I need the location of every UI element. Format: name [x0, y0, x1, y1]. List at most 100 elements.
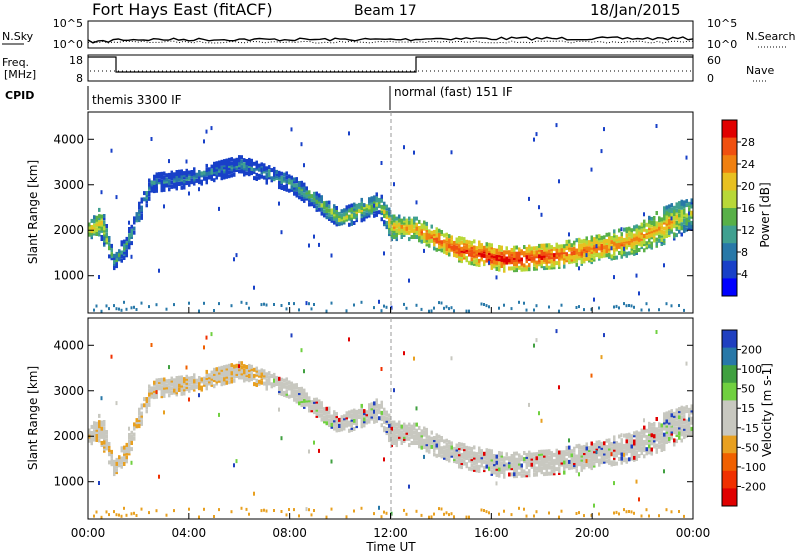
- power-cell: [298, 195, 301, 200]
- velocity-cell: [93, 514, 95, 518]
- velocity-cell: [593, 453, 596, 458]
- velocity-cell: [390, 439, 393, 443]
- velocity-cell: [170, 380, 173, 385]
- velocity-cell: [478, 464, 481, 469]
- power-cell: [480, 302, 483, 306]
- power-cell: [435, 239, 438, 244]
- power-cell: [655, 227, 658, 232]
- power-cell: [490, 243, 493, 248]
- velocity-cell: [598, 512, 600, 516]
- velocity-cell: [388, 432, 391, 436]
- power-cell: [288, 302, 290, 305]
- power-cell: [105, 224, 108, 228]
- velocity-cell: [228, 372, 231, 376]
- power-cell: [625, 235, 628, 240]
- velocity-cell: [533, 343, 535, 348]
- power-cell: [248, 166, 251, 171]
- velocity-cell: [328, 418, 331, 423]
- velocity-cell: [293, 391, 296, 396]
- velocity-cell: [175, 376, 178, 380]
- velocity-cell: [543, 453, 546, 458]
- velocity-cell: [168, 385, 171, 390]
- power-cell: [425, 232, 428, 237]
- power-cell: [303, 196, 306, 201]
- power-cell: [108, 236, 111, 240]
- velocity-cell: [455, 443, 458, 448]
- velocity-cell: [540, 418, 543, 423]
- velocity-cell: [323, 407, 326, 412]
- power-cell: [518, 300, 520, 304]
- power-cell: [235, 253, 238, 258]
- power-cell: [523, 263, 526, 268]
- velocity-cell: [430, 444, 433, 449]
- power-cell: [283, 184, 286, 189]
- velocity-cell: [490, 451, 493, 456]
- power-cell: [90, 225, 93, 229]
- velocity-cell: [360, 422, 363, 427]
- power-cell: [590, 241, 593, 246]
- velocity-cell: [450, 447, 453, 452]
- power-cell: [690, 225, 693, 229]
- velocity-cell: [110, 454, 113, 458]
- power-cell: [400, 224, 403, 229]
- velocity-cell: [563, 464, 566, 469]
- velocity-cell: [180, 379, 183, 384]
- power-colorbar-tick-label: 12: [741, 224, 755, 237]
- velocity-cell: [680, 424, 683, 429]
- velocity-cell: [630, 440, 633, 445]
- velocity-cell: [500, 451, 503, 456]
- power-cell: [473, 259, 476, 264]
- velocity-cell: [333, 410, 336, 415]
- power-cell: [478, 258, 481, 263]
- velocity-cell: [390, 426, 393, 431]
- velocity-cell: [440, 507, 443, 511]
- velocity-cell: [480, 459, 483, 464]
- velocity-cell: [603, 445, 606, 450]
- velocity-cell: [360, 408, 363, 412]
- power-cell: [490, 245, 493, 250]
- velocity-cell: [205, 369, 208, 374]
- power-cell: [220, 170, 223, 175]
- power-cell: [198, 170, 201, 174]
- velocity-cell: [405, 430, 408, 435]
- velocity-cell: [98, 420, 101, 425]
- velocity-cell: [563, 460, 566, 465]
- velocity-cell: [498, 451, 501, 455]
- power-cell: [393, 233, 396, 237]
- freq-frame: [87, 54, 694, 82]
- velocity-cell: [438, 444, 441, 449]
- power-cell: [475, 258, 478, 263]
- velocity-cell: [370, 414, 373, 419]
- velocity-cell: [443, 512, 445, 516]
- power-cell: [660, 229, 663, 234]
- noise-sky-line: [87, 36, 694, 44]
- power-cell: [125, 243, 128, 248]
- power-cell: [610, 256, 613, 261]
- power-cell: [118, 249, 121, 254]
- power-cell: [203, 174, 206, 179]
- power-cell: [473, 245, 476, 250]
- velocity-cell: [615, 461, 618, 466]
- velocity-cell: [268, 375, 271, 380]
- velocity-cell: [205, 386, 208, 391]
- velocity-cell: [458, 448, 461, 453]
- power-cell: [543, 266, 546, 271]
- power-cell: [488, 305, 490, 309]
- velocity-cell: [473, 445, 476, 450]
- velocity-cell: [278, 389, 281, 394]
- power-cell: [505, 246, 508, 251]
- velocity-cell: [103, 444, 106, 449]
- velocity-cell: [678, 435, 681, 440]
- velocity-cell: [408, 443, 411, 448]
- velocity-cell: [345, 411, 348, 416]
- velocity-cell: [388, 427, 391, 432]
- velocity-cell: [658, 444, 661, 449]
- velocity-cell: [325, 406, 328, 411]
- power-cell: [360, 300, 363, 304]
- velocity-cell: [493, 454, 496, 458]
- power-cell: [360, 212, 363, 217]
- velocity-colorbar-tick-label: -100: [741, 461, 766, 474]
- noise-left-label: N.Sky: [2, 30, 34, 43]
- power-cell: [218, 160, 221, 165]
